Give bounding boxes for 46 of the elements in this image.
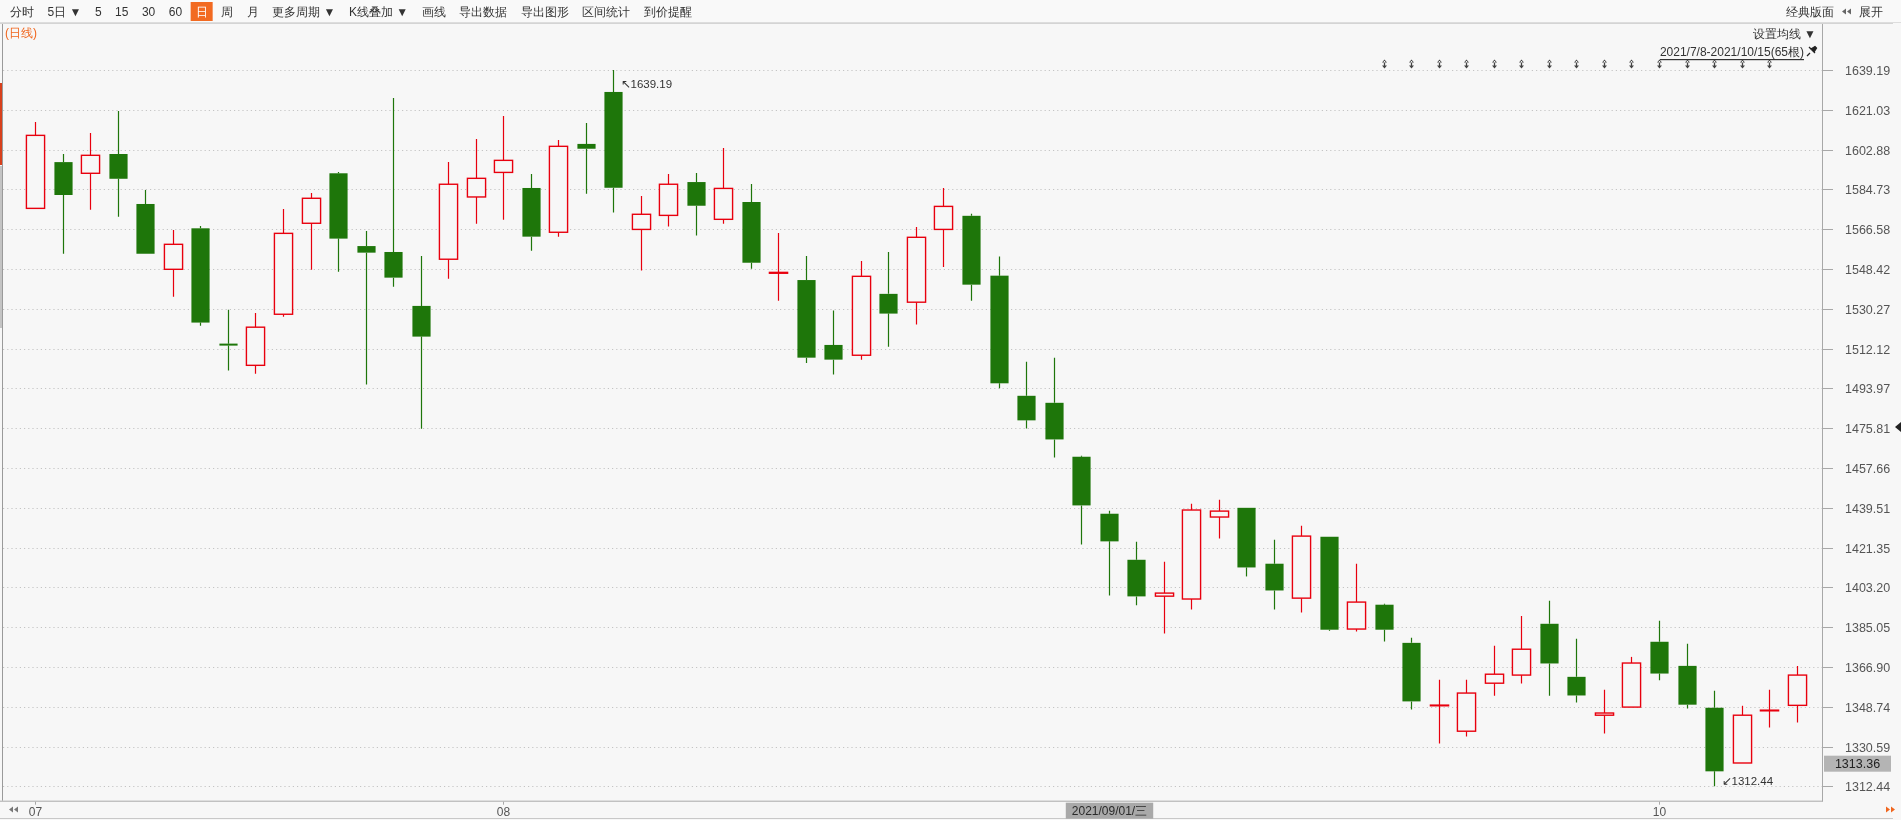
ma-setting-label: 设置均线 ▼ — [1752, 27, 1816, 41]
toolbar-label: 展开 — [1859, 4, 1883, 19]
toolbar-label: K线叠加 ▼ — [348, 4, 409, 19]
toolbar-label: 60 — [168, 4, 183, 19]
y-tick-label: 1421.35 — [1845, 541, 1891, 556]
y-tick-label: 1493.97 — [1845, 381, 1891, 396]
y-tick-label: 1639.19 — [1845, 63, 1891, 78]
text: 2021/7/8-2021/10/15(65根) — [1659, 45, 1804, 59]
chart-title: (日线) — [5, 26, 37, 40]
y-tick-label: 1312.44 — [1845, 779, 1891, 794]
x-tick-label: 10 — [1652, 804, 1667, 819]
annotation: ↙1312.44 — [1721, 775, 1774, 788]
y-tick-label: 1330.59 — [1845, 740, 1891, 755]
y-tick-label: 1366.90 — [1845, 660, 1891, 675]
toolbar-label: 5 — [94, 4, 102, 19]
x-tick-label: 07 — [28, 804, 43, 819]
toolbar-label: 周 — [221, 4, 234, 19]
y-tick-label: 1475.81 — [1845, 421, 1891, 436]
y-tick-label: 1439.51 — [1845, 501, 1891, 516]
y-tick-label: 1602.88 — [1845, 143, 1891, 158]
toolbar-label: 分时 — [10, 4, 34, 19]
y-tick-label: 1512.12 — [1845, 342, 1891, 357]
x-tick-label: 2021/09/01/三 — [1071, 803, 1148, 818]
y-tick-label: 1566.58 — [1845, 222, 1891, 237]
toolbar-label: 到价提醒 — [643, 4, 692, 19]
toolbar-label: 更多周期 ▼ — [272, 4, 336, 19]
toolbar-label: 导出数据 — [459, 4, 508, 19]
toolbar-label: 经典版面 — [1786, 4, 1834, 19]
y-tick-label: 1548.42 — [1845, 262, 1891, 277]
toolbar-label: 15 — [115, 4, 129, 19]
toolbar-label: 区间统计 — [582, 4, 631, 19]
y-tick-label: 1530.27 — [1845, 302, 1891, 317]
toolbar-label: 画线 — [421, 4, 446, 19]
y-tick-label: 1403.20 — [1845, 580, 1891, 595]
y-tick-label: 1457.66 — [1845, 461, 1891, 476]
toolbar-label: 月 — [246, 4, 259, 19]
y-tick-label: 1348.74 — [1845, 700, 1891, 715]
y-tick-label: 1584.73 — [1845, 182, 1891, 197]
toolbar-label: 5日 ▼ — [47, 4, 82, 19]
toolbar-label: 日 — [195, 4, 208, 19]
y-tick-label: 1385.05 — [1845, 620, 1891, 635]
annotation: ↖1639.19 — [620, 78, 673, 91]
y-tick-label: 1621.03 — [1845, 103, 1891, 118]
toolbar-label: 30 — [141, 4, 156, 19]
toolbar-label: 导出图形 — [520, 4, 569, 19]
x-tick-label: 08 — [496, 804, 511, 819]
